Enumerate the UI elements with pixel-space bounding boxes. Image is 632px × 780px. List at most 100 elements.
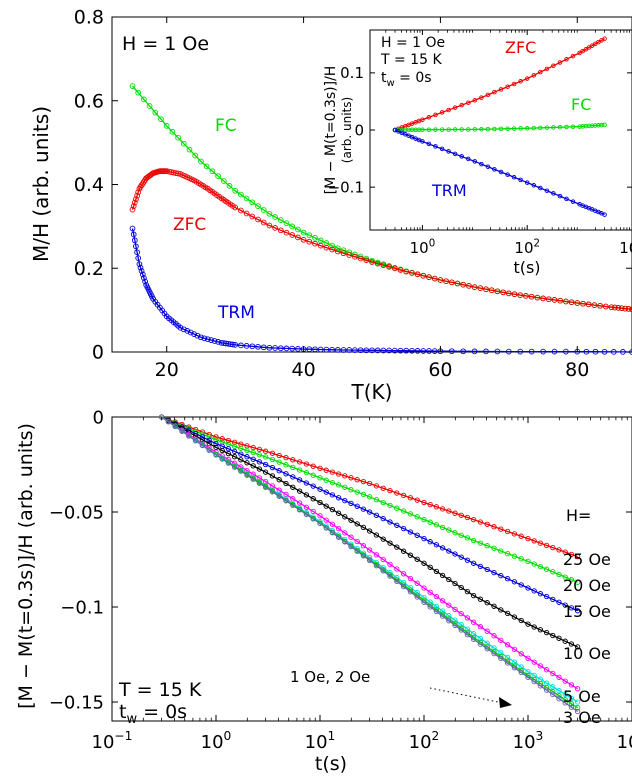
- data-point-25-oe: [366, 480, 373, 487]
- data-point-fc: [306, 232, 313, 239]
- data-point-trm: [238, 342, 244, 349]
- data-point-25-oe: [213, 434, 219, 440]
- data-point-3-oe: [477, 635, 484, 642]
- data-point-10-oe: [421, 560, 427, 566]
- data-point-10-oe: [256, 466, 263, 472]
- data-point-25-oe: [250, 444, 256, 451]
- data-point-trm: [511, 175, 517, 180]
- data-point-10-oe: [458, 584, 464, 591]
- data-point-20-oe: [231, 443, 238, 449]
- bottom-xlabel: t(s): [315, 753, 347, 775]
- data-point-trm: [426, 348, 432, 354]
- xtick-label: 100: [410, 238, 436, 257]
- data-point-trm: [232, 342, 239, 348]
- data-point-1-oe: [531, 678, 537, 685]
- data-point-20-oe: [537, 563, 544, 570]
- data-point-zfc: [380, 262, 387, 269]
- data-point-trm: [471, 348, 478, 355]
- data-point-10-oe: [250, 463, 256, 469]
- data-point-trm: [433, 144, 438, 149]
- top-label-fc: FC: [215, 116, 237, 136]
- data-point-25-oe: [511, 531, 518, 537]
- data-point-zfc: [409, 270, 415, 276]
- data-point-trm: [340, 347, 347, 353]
- data-point-zfc: [545, 296, 552, 303]
- data-point-5-oe: [452, 606, 458, 613]
- data-point-trm: [266, 344, 273, 351]
- data-point-5-oe: [323, 517, 329, 523]
- data-point-fc: [277, 217, 284, 223]
- data-point-trm: [426, 141, 432, 147]
- data-point-10-oe: [199, 437, 206, 443]
- data-point-zfc: [460, 281, 467, 288]
- data-point-5-oe: [335, 525, 342, 532]
- data-point-zfc: [472, 98, 478, 103]
- data-point-fc: [135, 89, 142, 96]
- legend-5oe: 5 Oe: [563, 687, 601, 706]
- data-point-zfc: [317, 242, 324, 249]
- data-point-1-oe: [323, 525, 329, 531]
- data-point-20-oe: [310, 472, 316, 478]
- data-point-zfc: [531, 73, 537, 78]
- data-point-1-oe: [310, 516, 316, 522]
- data-point-fc: [586, 123, 592, 129]
- data-point-1-oe: [380, 568, 386, 574]
- data-point-20-oe: [373, 497, 380, 503]
- data-point-20-oe: [568, 577, 575, 583]
- data-point-zfc: [564, 57, 569, 62]
- data-point-1-oe: [574, 708, 581, 715]
- data-point-1-oe: [172, 423, 178, 430]
- data-point-trm: [448, 348, 455, 355]
- data-point-15-oe: [387, 519, 393, 525]
- data-point-trm: [483, 348, 489, 355]
- data-point-trm: [312, 346, 318, 353]
- data-point-15-oe: [206, 437, 212, 443]
- data-point-20-oe: [427, 519, 433, 525]
- data-point-20-oe: [238, 445, 244, 451]
- data-point-5-oe: [525, 655, 531, 661]
- data-point-5-oe: [421, 585, 427, 591]
- data-point-25-oe: [394, 490, 400, 496]
- inset-label-trm: TRM: [431, 181, 467, 200]
- data-point-10-oe: [446, 576, 452, 583]
- data-point-trm: [134, 249, 140, 256]
- data-point-fc: [312, 234, 318, 241]
- data-point-zfc: [471, 284, 478, 290]
- xtick-label: 20: [155, 359, 179, 381]
- data-point-zfc: [346, 252, 353, 258]
- data-point-1-oe: [231, 464, 238, 470]
- data-point-20-oe: [250, 449, 256, 456]
- data-point-15-oe: [458, 554, 464, 560]
- data-point-15-oe: [574, 608, 581, 614]
- data-point-trm: [184, 328, 191, 334]
- data-point-trm: [420, 139, 425, 144]
- data-point-zfc: [129, 206, 136, 213]
- data-point-trm: [538, 185, 543, 191]
- data-point-5-oe: [342, 530, 348, 536]
- data-point-15-oe: [556, 599, 562, 605]
- ytick-label: −0.1: [328, 178, 364, 196]
- data-point-zfc: [243, 210, 250, 217]
- data-point-25-oe: [317, 465, 323, 471]
- data-point-5-oe: [498, 637, 504, 643]
- inset-label-fc: FC: [571, 95, 591, 114]
- data-point-fc: [583, 123, 589, 129]
- data-point-20-oe: [491, 545, 497, 551]
- data-point-fc: [163, 123, 170, 129]
- data-point-10-oe: [290, 484, 296, 490]
- data-point-trm: [557, 193, 563, 199]
- data-point-10-oe: [269, 473, 276, 479]
- data-point-15-oe: [477, 563, 484, 570]
- data-point-5-oe: [329, 521, 336, 527]
- data-point-10-oe: [348, 517, 354, 523]
- ytick-label: 0.4: [74, 174, 104, 196]
- data-point-15-oe: [213, 440, 219, 447]
- data-point-trm: [396, 129, 401, 134]
- data-point-15-oe: [464, 557, 471, 563]
- inset-annotation-t: T = 15 K: [380, 52, 442, 68]
- data-point-15-oe: [269, 464, 276, 471]
- data-point-1-oe: [354, 548, 360, 554]
- data-point-20-oe: [354, 489, 360, 495]
- data-point-zfc: [443, 278, 449, 285]
- data-point-10-oe: [360, 524, 367, 531]
